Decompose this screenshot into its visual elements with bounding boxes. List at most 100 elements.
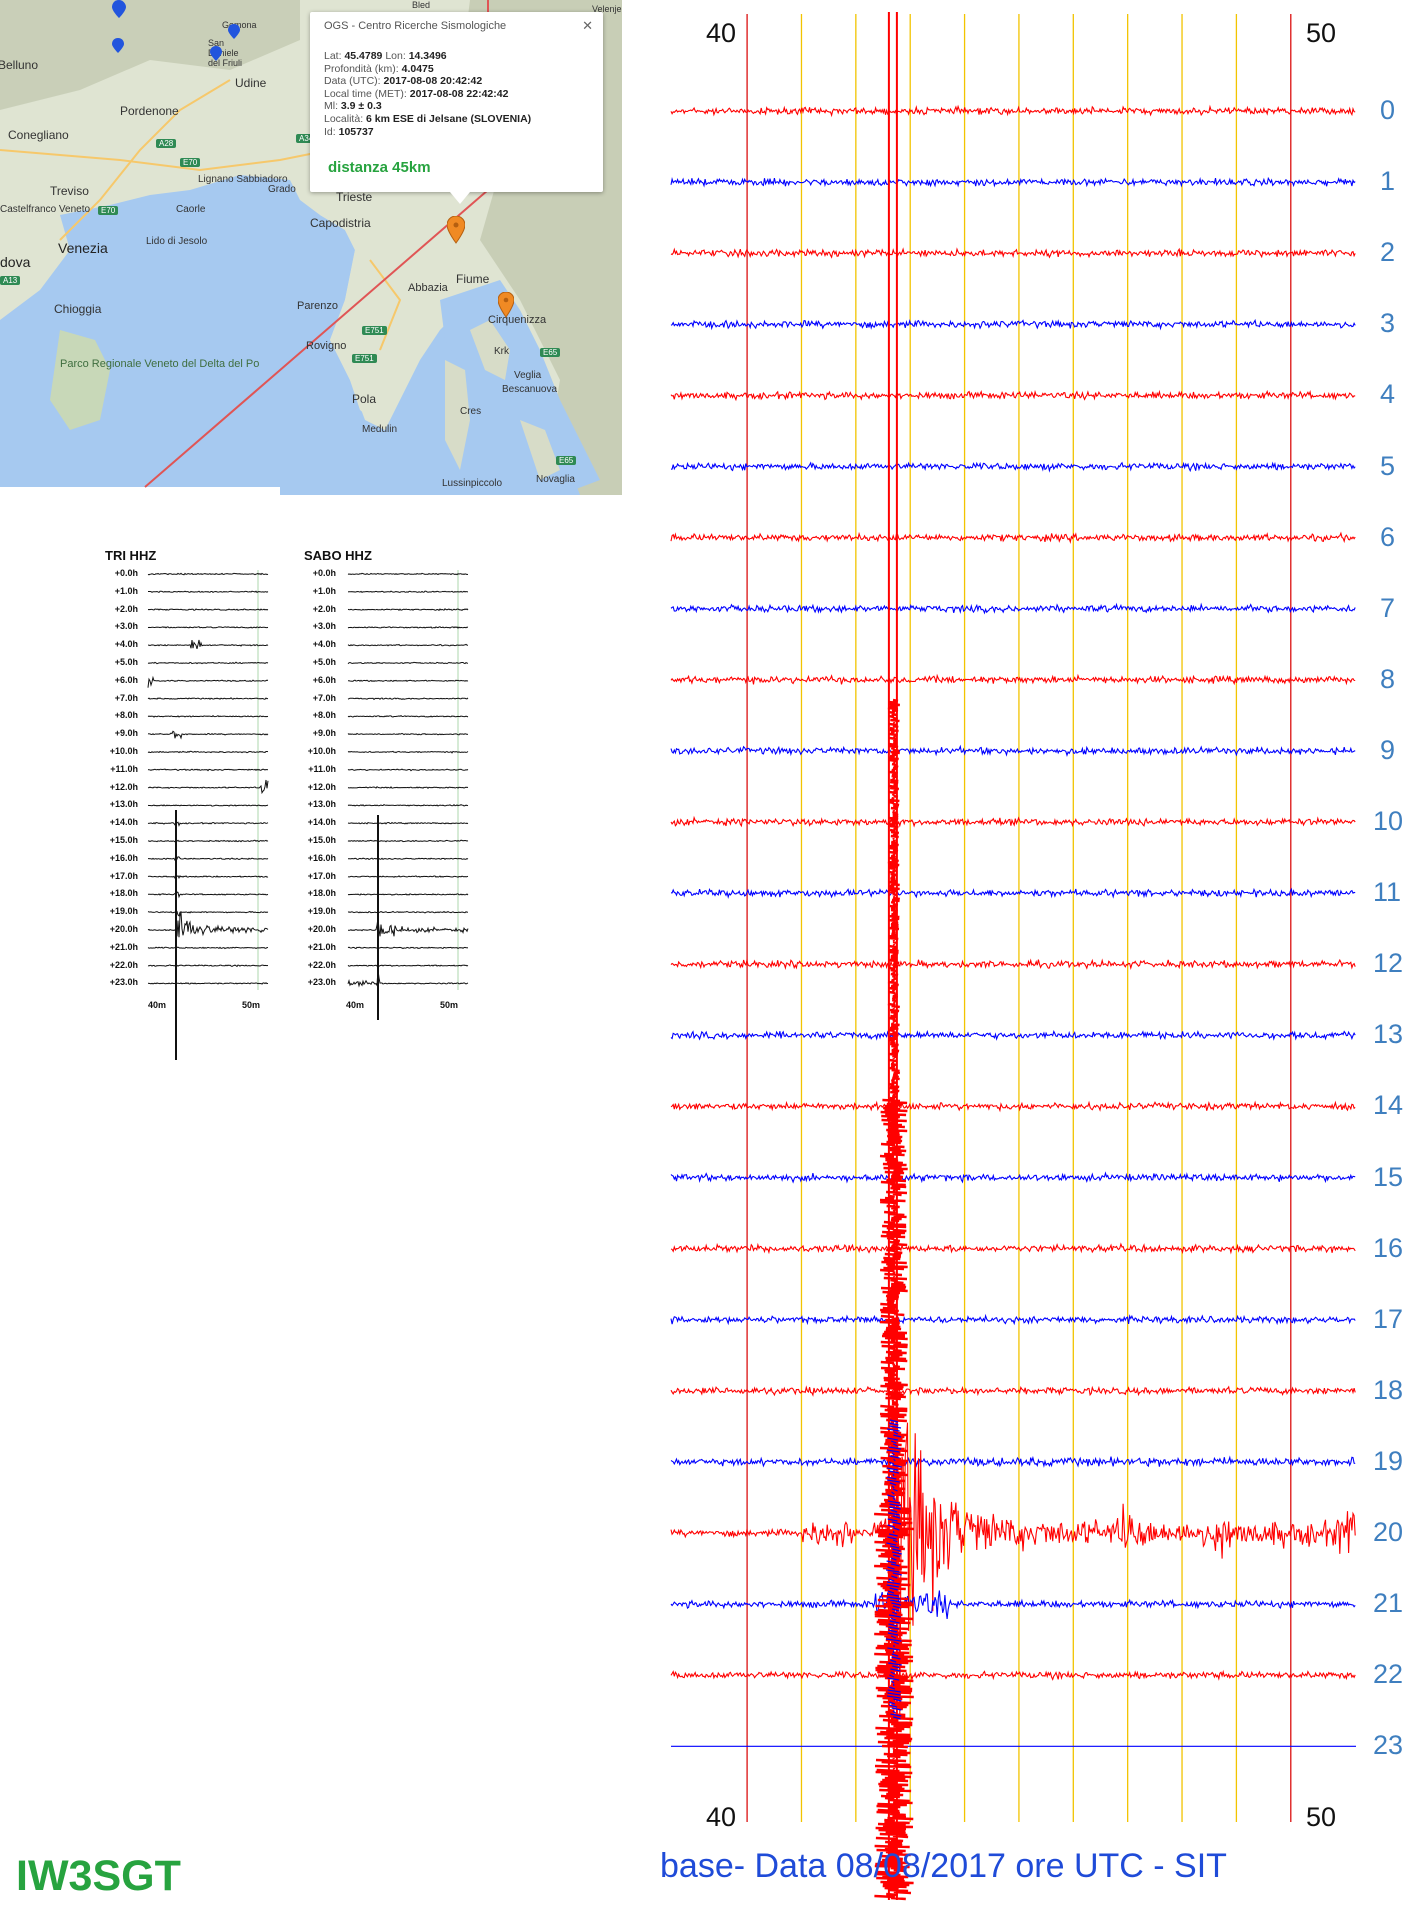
- small-row-label: +7.0h: [312, 692, 336, 703]
- small-trace: [347, 590, 469, 594]
- small-row-label: +6.0h: [114, 674, 138, 685]
- hour-row-label: 9: [1380, 734, 1396, 765]
- close-icon[interactable]: ✕: [582, 18, 593, 33]
- small-trace: [347, 572, 469, 576]
- epicenter-marker-icon[interactable]: [498, 292, 514, 318]
- hour-row-label: 8: [1380, 663, 1396, 694]
- small-trace: [347, 679, 469, 683]
- minute-label-top: 40: [706, 18, 737, 48]
- hour-row-label: 23: [1373, 1730, 1404, 1761]
- small-trace: [347, 821, 469, 825]
- info-row-location: Località: 6 km ESE di Jelsane (SLOVENIA): [324, 112, 532, 125]
- map-label: dova: [0, 254, 31, 270]
- seismic-trace: [670, 673, 1356, 686]
- small-trace: [147, 891, 269, 899]
- map-label: Veglia: [514, 370, 542, 381]
- small-row-label: +3.0h: [312, 621, 336, 632]
- small-helicorders: [147, 570, 469, 1060]
- seismic-trace: [670, 1376, 1356, 1716]
- hour-row-label: 11: [1373, 877, 1402, 908]
- small-row-label: +10.0h: [109, 746, 138, 756]
- seismic-trace: [670, 1590, 1356, 1619]
- small-trace: [347, 803, 469, 807]
- seismic-trace: [670, 887, 1356, 900]
- info-row-utc: Data (UTC): 2017-08-08 20:42:42: [324, 75, 483, 88]
- small-row-label: +4.0h: [312, 639, 336, 650]
- small-row-label: +23.0h: [109, 977, 138, 988]
- small-trace: [147, 910, 269, 917]
- small-trace: [147, 750, 269, 754]
- small-trace: [347, 786, 469, 790]
- hour-row-label: 21: [1373, 1588, 1404, 1619]
- small-trace: [147, 572, 269, 576]
- station-pin-icon[interactable]: [210, 46, 222, 62]
- seismic-trace: [670, 1100, 1356, 1113]
- event-spike-body: [874, 698, 914, 1901]
- map-label: Udine: [235, 76, 267, 90]
- small-row-label: +14.0h: [307, 817, 336, 828]
- hour-row-label: 18: [1373, 1374, 1404, 1405]
- map-label: San Daniele del Friuli: [208, 38, 243, 68]
- road-shield: E70: [180, 158, 201, 167]
- seismic-trace: [670, 1242, 1356, 1255]
- seismic-trace: [670, 1171, 1356, 1184]
- small-trace: [348, 857, 469, 861]
- small-trace: [147, 874, 269, 880]
- seismic-trace: [670, 744, 1356, 757]
- small-row-label: +13.0h: [109, 799, 138, 810]
- small-row-label: +0.0h: [114, 568, 138, 578]
- small-trace: [347, 969, 469, 988]
- map-label: Belluno: [0, 58, 39, 72]
- sabo-tick-label: 40m: [346, 1000, 365, 1010]
- map-label: Bescanuova: [502, 384, 558, 395]
- map-label: Caorle: [176, 204, 206, 215]
- small-row-label: +16.0h: [109, 852, 138, 863]
- hour-row-label: 3: [1380, 308, 1396, 339]
- epicenter-marker-icon[interactable]: [447, 216, 465, 244]
- map-label: Venezia: [58, 240, 108, 256]
- small-trace: [147, 626, 269, 629]
- small-row-label: +22.0h: [109, 959, 138, 970]
- map-label: Chioggia: [54, 302, 102, 316]
- hour-row-label: 6: [1380, 521, 1396, 552]
- map-label: Parenzo: [297, 300, 338, 312]
- map-label: Capodistria: [310, 216, 371, 230]
- minute-label-bottom: 50: [1306, 1802, 1337, 1832]
- seismic-trace: [670, 461, 1356, 473]
- map-label: Novaglia: [536, 474, 575, 485]
- small-trace: [147, 911, 269, 938]
- small-trace: [148, 590, 269, 594]
- road-shield: E65: [556, 456, 577, 465]
- small-row-label: +18.0h: [307, 888, 336, 899]
- seismic-trace: [670, 1029, 1356, 1041]
- hour-row-label: 19: [1373, 1445, 1404, 1476]
- hour-row-label: 14: [1373, 1090, 1404, 1121]
- small-row-label: +7.0h: [114, 692, 138, 703]
- epicenter-map[interactable]: Belluno Pordenone Udine Conegliano Trevi…: [0, 0, 622, 495]
- small-trace: [347, 893, 469, 896]
- small-trace: [347, 643, 469, 647]
- small-row-label: +2.0h: [114, 603, 138, 614]
- road-shield: A34: [296, 134, 317, 143]
- earthquake-info-window: OGS - Centro Ricerche Sismologiche ✕ Lat…: [310, 12, 603, 204]
- seismic-trace: [670, 389, 1356, 402]
- small-row-label: +22.0h: [307, 959, 336, 970]
- small-trace: [147, 946, 269, 950]
- map-label: Conegliano: [8, 128, 69, 142]
- seismic-trace: [670, 531, 1356, 545]
- small-trace: [347, 875, 469, 878]
- small-trace: [147, 838, 269, 843]
- map-label: Castelfranco Veneto: [0, 204, 91, 215]
- hour-row-label: 4: [1380, 379, 1396, 410]
- small-row-label: +16.0h: [307, 852, 336, 863]
- station-pin-icon[interactable]: [228, 24, 240, 40]
- seismic-trace: [670, 1313, 1356, 1326]
- small-row-label: +21.0h: [109, 941, 138, 952]
- road-shield: A13: [0, 276, 21, 285]
- hour-row-label: 1: [1380, 166, 1396, 197]
- hour-row-label: 12: [1373, 948, 1404, 979]
- station-pin-icon[interactable]: [112, 38, 124, 54]
- small-trace: [347, 750, 469, 754]
- small-row-label: +15.0h: [307, 835, 336, 845]
- station-pin-icon[interactable]: [112, 0, 126, 20]
